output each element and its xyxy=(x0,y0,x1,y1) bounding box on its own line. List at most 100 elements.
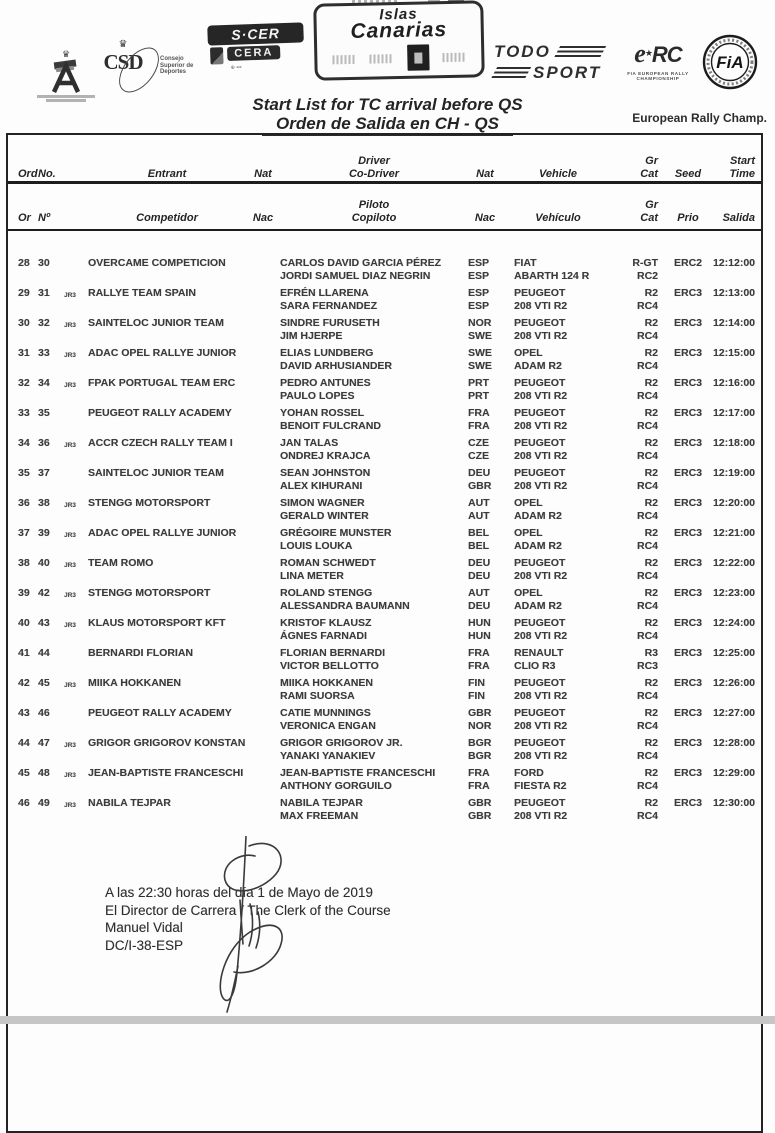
entry-row: 30 32 JR3 SAINTELOC JUNIOR TEAM SINDRE F… xyxy=(8,317,761,347)
erc-caption-1: FIA EUROPEAN RALLY xyxy=(627,71,689,76)
vehicle-model: 208 VTI R2 xyxy=(514,420,568,432)
entrant-cell: JEAN-BAPTISTE FRANCESCHI xyxy=(88,767,244,779)
group: R2 xyxy=(644,677,658,689)
vehicle-cell: FORD FIESTA R2 xyxy=(502,767,614,797)
start-time-cell: 12:13:00 xyxy=(712,287,755,299)
col-ord: Ord xyxy=(18,168,38,180)
page-title-es: Orden de Salida en CH - QS xyxy=(262,114,513,136)
rfeda-caption-bar xyxy=(37,95,95,98)
seed-cell: ERC3 xyxy=(673,407,702,419)
vehicle-model: 208 VTI R2 xyxy=(514,300,568,312)
seed-cell: ERC3 xyxy=(673,707,702,719)
group: R2 xyxy=(644,437,658,449)
scan-edge-band xyxy=(0,1016,775,1024)
entry-row: 40 43 JR3 KLAUS MOTORSPORT KFT KRISTOF K… xyxy=(8,617,761,647)
group: R2 xyxy=(644,617,658,629)
entry-row: 43 46 PEUGEOT RALLY ACADEMY CATIE MUNNIN… xyxy=(8,707,761,737)
vehicle-model: 208 VTI R2 xyxy=(514,450,568,462)
crew-cell: CARLOS DAVID GARCIA PÉREZ JORDI SAMUEL D… xyxy=(280,257,468,287)
class: RC4 xyxy=(636,570,658,582)
codriver-nat: PRT xyxy=(468,390,489,402)
group-class-cell: R2 RC4 xyxy=(614,317,666,347)
crew-cell: SINDRE FURUSETH JIM HJERPE xyxy=(280,317,468,347)
group: R2 xyxy=(644,287,658,299)
driver-name: KRISTOF KLAUSZ xyxy=(280,617,372,629)
nat-cell: FRA FRA xyxy=(468,647,502,677)
driver-nat: AUT xyxy=(468,497,490,509)
group: R-GT xyxy=(632,257,658,269)
crew-cell: NABILA TEJPAR MAX FREEMAN xyxy=(280,797,468,827)
group: R3 xyxy=(644,647,658,659)
class: RC4 xyxy=(636,420,658,432)
seed-cell: ERC3 xyxy=(673,557,702,569)
class: RC4 xyxy=(636,690,658,702)
vehicle-make: RENAULT xyxy=(514,647,564,659)
start-time-cell: 12:27:00 xyxy=(712,707,755,719)
codriver-name: ÁGNES FARNADI xyxy=(280,630,367,642)
ord-cell: 38 xyxy=(18,557,30,569)
entry-row: 41 44 BERNARDI FLORIAN FLORIAN BERNARDI … xyxy=(8,647,761,677)
vehicle-model: 208 VTI R2 xyxy=(514,720,568,732)
vehicle-cell: OPEL ADAM R2 xyxy=(502,497,614,527)
start-time-cell: 12:29:00 xyxy=(712,767,755,779)
entry-row: 44 47 JR3 GRIGOR GRIGOROV KONSTAN GRIGOR… xyxy=(8,737,761,767)
codriver-nat: BEL xyxy=(468,540,489,552)
start-time-cell: 12:18:00 xyxy=(712,437,755,449)
vehicle-make: PEUGEOT xyxy=(514,677,566,689)
entry-row: 32 34 JR3 FPAK PORTUGAL TEAM ERC PEDRO A… xyxy=(8,377,761,407)
group-class-cell: R2 RC4 xyxy=(614,617,666,647)
nat-cell: ESP ESP xyxy=(468,287,502,317)
codriver-nat: DEU xyxy=(468,570,491,582)
rfeda-logo: ♛ xyxy=(30,50,102,102)
col-vehiculo: Vehículo xyxy=(535,212,581,224)
group-class-cell: R2 RC4 xyxy=(614,767,666,797)
nat-cell: GBR NOR xyxy=(468,707,502,737)
car-number-cell: 43 xyxy=(38,617,50,629)
group: R2 xyxy=(644,317,658,329)
footer-role: El Director de Carrera / The Clerk of th… xyxy=(105,902,391,918)
codriver-nat: ESP xyxy=(468,300,490,312)
class: RC4 xyxy=(636,390,658,402)
driver-name: GRÉGOIRE MUNSTER xyxy=(280,527,392,539)
nat-cell: SWE SWE xyxy=(468,347,502,377)
group: R2 xyxy=(644,587,658,599)
rally-plate: Islas Canarias xyxy=(313,0,485,81)
entrant-cell: ADAC OPEL RALLYE JUNIOR xyxy=(88,347,237,359)
car-number-cell: 40 xyxy=(38,557,50,569)
driver-nat: ESP xyxy=(468,287,490,299)
vehicle-model: CLIO R3 xyxy=(514,660,556,672)
sponsor-mark xyxy=(442,52,467,62)
footer-license: DC/I-38-ESP xyxy=(105,937,184,953)
codriver-nat: DEU xyxy=(468,600,491,612)
col-vehicle: Vehicle xyxy=(538,168,578,180)
footer-datetime: A las 22:30 horas del día 1 de Mayo de 2… xyxy=(105,885,373,900)
nat-cell: DEU GBR xyxy=(468,467,502,497)
seed-cell: ERC3 xyxy=(673,497,702,509)
vehicle-cell: FIAT ABARTH 124 R xyxy=(502,257,614,287)
codriver-nat: GBR xyxy=(468,480,492,492)
ord-cell: 45 xyxy=(18,767,30,779)
codriver-name: ONDREJ KRAJCA xyxy=(280,450,371,462)
vehicle-cell: PEUGEOT 208 VTI R2 xyxy=(502,557,614,587)
group-class-cell: R2 RC4 xyxy=(614,437,666,467)
car-number-cell: 47 xyxy=(38,737,50,749)
codriver-nat: FRA xyxy=(468,420,490,432)
col-nat2: Nat xyxy=(476,168,494,180)
class: RC4 xyxy=(636,540,658,552)
entry-row: 36 38 JR3 STENGG MOTORSPORT SIMON WAGNER… xyxy=(8,497,761,527)
seed-cell: ERC3 xyxy=(673,767,702,779)
vehicle-model: 208 VTI R2 xyxy=(514,630,568,642)
junior-badge: JR3 xyxy=(64,322,76,329)
group-class-cell: R2 RC4 xyxy=(614,347,666,377)
junior-badge: JR3 xyxy=(64,682,76,689)
codriver-name: LINA METER xyxy=(280,570,344,582)
col-driver: Driver Co-Driver xyxy=(348,155,400,180)
car-number-cell: 45 xyxy=(38,677,50,689)
crown-icon: ♛ xyxy=(118,39,128,50)
group-class-cell: R2 RC4 xyxy=(614,287,666,317)
entrant-cell: NABILA TEJPAR xyxy=(88,797,171,809)
vehicle-make: OPEL xyxy=(514,497,543,509)
signature-icon xyxy=(219,836,283,1013)
start-time-cell: 12:23:00 xyxy=(712,587,755,599)
car-number-cell: 38 xyxy=(38,497,50,509)
